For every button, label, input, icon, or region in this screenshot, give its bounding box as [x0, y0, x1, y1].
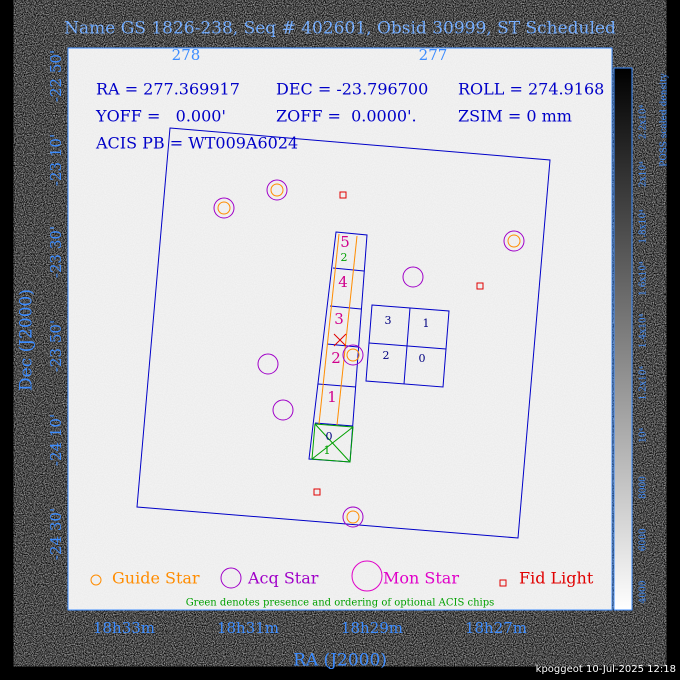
- subarray-edge: [318, 233, 340, 425]
- acq-stars: [213, 179, 525, 528]
- chip-divider: [332, 267, 365, 272]
- sky-noise: [68, 48, 612, 610]
- chip-label: 2: [331, 349, 341, 367]
- chip-divider: [329, 305, 362, 310]
- colorbar-title: POSS scaled density: [660, 72, 670, 166]
- acq-star: [266, 179, 288, 201]
- acq-star: [503, 230, 525, 252]
- plot-frame: [67, 47, 613, 611]
- left-tick-label: -24 10': [47, 414, 65, 466]
- bottom-tick-label: 18h29m: [341, 619, 403, 637]
- guide-star: [507, 234, 521, 248]
- chip-label: 3: [385, 314, 392, 327]
- info-roll: ROLL = 274.9168: [458, 80, 604, 99]
- left-tick-label: -24 30': [47, 508, 65, 560]
- colorbar-label: 2x10⁴: [639, 161, 649, 187]
- optional-chip-label: 1: [324, 444, 331, 457]
- legend: Guide Star Acq Star Mon Star Fid Light: [90, 560, 594, 592]
- guide-star: [217, 201, 231, 215]
- acq-star: [272, 399, 294, 421]
- guide-star: [270, 183, 284, 197]
- fid-light: [339, 191, 347, 199]
- chip-divider: [317, 383, 357, 388]
- legend-guide-symbol: [90, 574, 102, 586]
- field-outline: [136, 127, 551, 539]
- x-axis-label: RA (J2000): [293, 651, 387, 671]
- acq-star: [213, 197, 235, 219]
- chip-label: 1: [327, 388, 337, 406]
- chip-label: 2: [383, 349, 390, 362]
- footer: kpoggeot 10-Jul-2025 12:18: [536, 664, 676, 675]
- chip-label: 1: [423, 317, 430, 330]
- left-tick-label: -23 30': [47, 226, 65, 278]
- acis-i: [365, 304, 450, 388]
- chip-label: 3: [334, 310, 344, 328]
- left-tick-label: -23 50': [47, 320, 65, 372]
- colorbar-label: 2.2x10⁴: [639, 104, 649, 139]
- fid-lights: [313, 191, 484, 496]
- bottom-tick-label: 18h27m: [465, 619, 527, 637]
- chip-divider: [314, 422, 354, 427]
- legend-mon-symbol: [351, 560, 383, 592]
- acis-s-subarray: [318, 233, 358, 426]
- chip-label: 4: [338, 273, 348, 291]
- y-axis-label: Dec (J2000): [17, 289, 37, 391]
- subarray-edge: [336, 235, 358, 426]
- chip-label: 0: [326, 430, 333, 443]
- info-yoff: YOFF = 0.000': [95, 107, 226, 126]
- chip-divider: [326, 343, 359, 348]
- colorbar-label: 8000: [639, 476, 649, 499]
- chip-label: 0: [419, 352, 426, 365]
- info-zsim: ZSIM = 0 mm: [458, 107, 572, 126]
- optional-chip: [311, 423, 354, 463]
- acq-star: [342, 506, 364, 528]
- legend-fid: Fid Light: [519, 569, 594, 588]
- left-axis: -22 50' -23 10' -23 30' -23 50' -24 10' …: [47, 50, 65, 560]
- top-tick-label: 277: [419, 46, 448, 64]
- fid-light: [313, 488, 321, 496]
- colorbar-label: 6000: [639, 528, 649, 551]
- acis-s-labels: 5 4 3 2 1 0 2 1: [324, 233, 350, 457]
- info-ra: RA = 277.369917: [96, 80, 240, 99]
- colorbar-label: 1.2x10⁴: [639, 365, 649, 400]
- chip-label: 5: [340, 233, 350, 251]
- acis-i-outline: [365, 304, 450, 388]
- colorbar-label: 4000: [639, 580, 649, 603]
- bottom-tick-label: 18h31m: [217, 619, 279, 637]
- bottom-tick-label: 18h33m: [93, 619, 155, 637]
- aimpoint: [333, 333, 347, 347]
- legend-mon: Mon Star: [383, 569, 459, 588]
- acq-star: [402, 266, 424, 288]
- legend-acq-symbol: [220, 567, 242, 589]
- title: Name GS 1826-238, Seq # 402601, Obsid 30…: [64, 19, 616, 39]
- chip-divider: [368, 342, 447, 350]
- info-dec: DEC = -23.796700: [276, 80, 428, 99]
- left-tick-label: -23 10': [47, 134, 65, 186]
- colorbar-labels: 4000 6000 8000 10⁴ 1.2x10⁴ 1.4x10⁴ 1.6x10⁴ 1.8x…: [639, 104, 649, 603]
- note: Green denotes presence and ordering of o…: [186, 598, 495, 609]
- fid-light: [476, 282, 484, 290]
- guide-star: [346, 348, 360, 362]
- acis-i-labels: 3 1 2 0: [383, 314, 430, 365]
- colorbar-label: 10⁴: [639, 427, 649, 442]
- legend-fid-symbol: [499, 579, 507, 587]
- colorbar-label: 1.8x10⁴: [639, 209, 649, 244]
- guide-star: [346, 510, 360, 524]
- colorbar-label: 1.6x10⁴: [639, 261, 649, 296]
- optional-cross: [311, 426, 354, 460]
- colorbar: [613, 67, 633, 611]
- top-tick-label: 278: [172, 46, 201, 64]
- legend-guide: Guide Star: [112, 569, 200, 588]
- info-acis: ACIS PB = WT009A6024: [95, 134, 298, 153]
- legend-acq: Acq Star: [247, 569, 319, 588]
- guide-stars: [217, 183, 521, 524]
- acq-star: [342, 344, 364, 366]
- optional-chip-label: 2: [341, 251, 348, 264]
- acq-star: [257, 353, 279, 375]
- info-zoff: ZOFF = 0.0000'.: [276, 107, 417, 126]
- left-tick-label: -22 50': [47, 50, 65, 102]
- colorbar-label: 1.4x10⁴: [639, 313, 649, 348]
